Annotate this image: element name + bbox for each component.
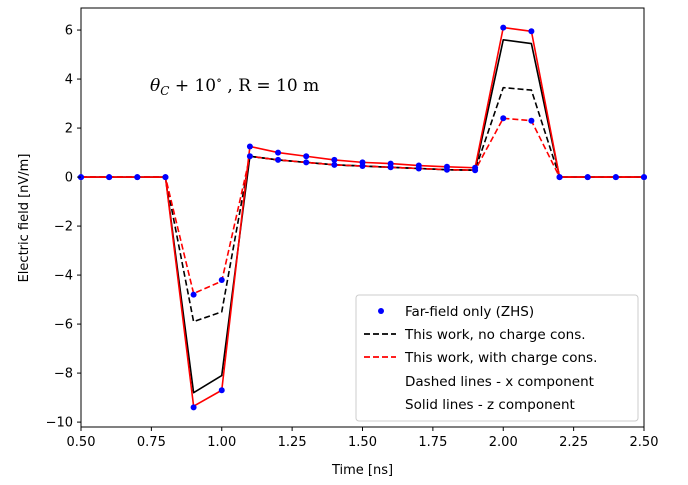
series-point-far-field-only-zhs-z [472, 164, 479, 171]
x-tick-label: 0.50 [67, 435, 96, 450]
series-point-far-field-only-zhs-x [528, 117, 535, 124]
series-point-far-field-only-zhs-z [303, 153, 310, 160]
ticks-layer: 0.50 0.75 1.00 1.25 1.50 1.75 2.00 2.25 2.50 −10 −… [46, 24, 659, 450]
legend-box [355, 294, 639, 422]
series-point-far-field-only-zhs-x [500, 115, 507, 122]
series-point-far-field-only-zhs-z [246, 143, 253, 150]
series-point-far-field-only-zhs-z [387, 160, 394, 167]
series-point-far-field-only-zhs-z [612, 174, 619, 181]
series-point-far-field-only-zhs-x [331, 161, 338, 168]
series-point-far-field-only-zhs-x [218, 276, 225, 283]
legend-label-with-charge-cons: This work, with charge cons. [404, 350, 597, 366]
series-point-far-field-only-zhs-z [443, 163, 450, 170]
series-point-far-field-only-zhs-z [641, 174, 647, 181]
legend-label-solid-note: Solid lines - z component [405, 397, 575, 413]
series-point-far-field-only-zhs-z [275, 149, 282, 156]
legend-label-dashed-note: Dashed lines - x component [405, 374, 594, 390]
x-tick-label: 1.50 [348, 435, 377, 450]
series-point-far-field-only-zhs-z [134, 174, 141, 181]
x-tick-label: 1.75 [418, 435, 447, 450]
series-point-far-field-only-zhs-z [162, 174, 169, 181]
series-line-this-work-with-charge-cons-x [81, 117, 644, 295]
annotation-theta: θ [150, 76, 160, 96]
series-point-far-field-only-zhs-z [556, 174, 563, 181]
legend: Far-field only (ZHS) This work, no charg… [355, 294, 639, 422]
annotation-tail: , R = 10 m [222, 76, 319, 96]
series-point-far-field-only-zhs-x [246, 153, 253, 160]
series-point-far-field-only-zhs-x [303, 159, 310, 166]
annotation-degree: ∘ [216, 73, 222, 87]
series-point-far-field-only-zhs-z [584, 174, 591, 181]
y-tick-label: 4 [65, 73, 73, 88]
x-tick-label: 2.00 [489, 435, 518, 450]
series-point-far-field-only-zhs-z [415, 162, 422, 169]
series-layer [78, 24, 647, 411]
x-tick-label: 1.25 [278, 435, 307, 450]
annotation-theta-sub: C [160, 84, 169, 98]
series-point-far-field-only-zhs-z [331, 156, 338, 163]
series-point-far-field-only-zhs-z [190, 404, 197, 411]
chart-annotation: θC + 10∘ , R = 10 m [150, 73, 319, 98]
y-axis-label: Electric field [nV/m] [17, 154, 32, 283]
y-tick-label: 6 [65, 24, 73, 39]
legend-handle-far-field [378, 308, 384, 314]
y-tick-label: −2 [54, 220, 73, 235]
x-axis-label: Time [ns] [331, 463, 393, 478]
legend-label-no-charge-cons: This work, no charge cons. [404, 327, 586, 343]
x-tick-label: 2.50 [630, 435, 659, 450]
legend-handles [364, 308, 396, 358]
series-point-far-field-only-zhs-x [190, 291, 197, 298]
legend-label-far-field: Far-field only (ZHS) [405, 304, 534, 320]
y-tick-label: −10 [46, 416, 73, 431]
y-tick-label: −8 [54, 367, 73, 382]
y-tick-label: 0 [65, 171, 73, 186]
series-point-far-field-only-zhs-z [218, 387, 225, 394]
series-line-this-work-no-charge-cons-x [81, 86, 644, 323]
series-point-far-field-only-zhs-z [500, 24, 507, 31]
x-tick-label: 2.25 [559, 435, 588, 450]
x-tick-label: 1.00 [207, 435, 236, 450]
y-tick-label: −6 [54, 318, 73, 333]
series-point-far-field-only-zhs-z [106, 174, 113, 181]
y-tick-label: −4 [54, 269, 73, 284]
series-point-far-field-only-zhs-z [528, 28, 535, 35]
annotation-middle: + 10 [169, 76, 216, 96]
x-tick-label: 0.75 [137, 435, 166, 450]
series-point-far-field-only-zhs-z [359, 159, 366, 166]
y-tick-label: 2 [65, 122, 73, 137]
series-point-far-field-only-zhs-x [275, 156, 282, 163]
